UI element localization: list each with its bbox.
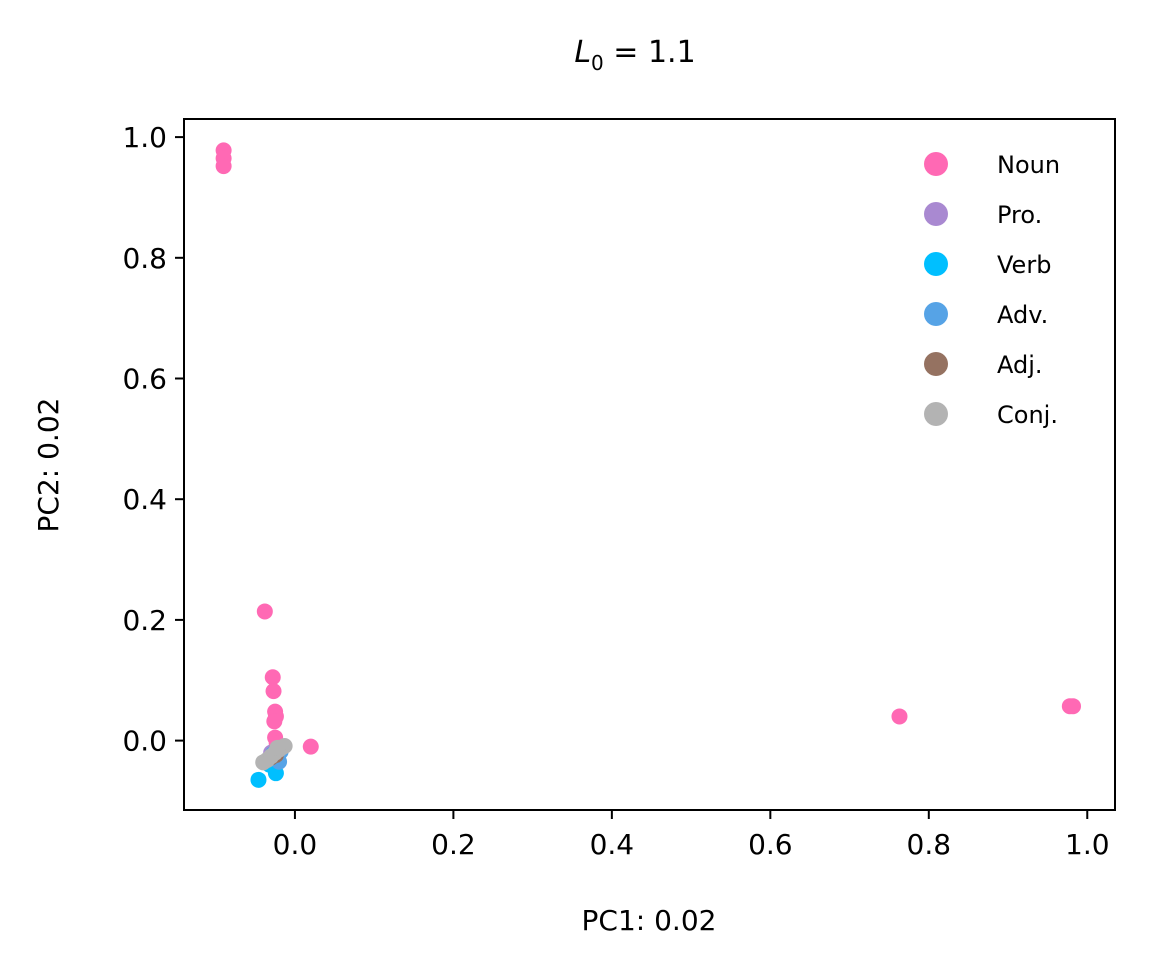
x-tick-label: 0.4 — [590, 828, 635, 861]
x-tick-label: 0.6 — [748, 828, 793, 861]
legend-marker-adj — [924, 352, 948, 376]
x-tick-label: 0.0 — [273, 828, 318, 861]
title-rest: = 1.1 — [604, 35, 696, 70]
y-tick-label: 0.4 — [122, 483, 167, 516]
y-tick-label: 0.6 — [122, 363, 167, 396]
legend-marker-verb — [924, 252, 948, 276]
svg-text:L0 = 1.1: L0 = 1.1 — [574, 35, 695, 75]
x-tick-label: 0.2 — [431, 828, 476, 861]
point-verb — [250, 771, 267, 788]
legend-label-conj: Conj. — [997, 401, 1058, 429]
title-var: L — [574, 35, 591, 70]
chart-title: L0 = 1.1 — [574, 35, 695, 75]
point-noun — [215, 158, 232, 175]
legend-label-adj: Adj. — [997, 351, 1043, 379]
legend-marker-noun — [924, 152, 948, 176]
legend-marker-pro — [924, 202, 948, 226]
legend-marker-adv — [924, 302, 948, 326]
x-axis: 0.0 0.2 0.4 0.6 0.8 1.0 — [273, 810, 1110, 861]
point-noun — [1065, 698, 1082, 715]
legend: Noun Pro. Verb Adv. Adj. Conj. — [924, 151, 1060, 429]
data-points — [215, 142, 1082, 788]
y-tick-label: 1.0 — [122, 121, 167, 154]
point-noun — [256, 603, 273, 620]
plot-frame — [183, 118, 1116, 811]
point-noun — [891, 708, 908, 725]
legend-label-noun: Noun — [997, 151, 1060, 179]
title-sub: 0 — [591, 51, 604, 75]
point-noun — [266, 713, 283, 730]
point-conj — [269, 739, 286, 756]
y-tick-label: 0.0 — [122, 725, 167, 758]
y-axis-label: PC2: 0.02 — [32, 398, 65, 533]
y-axis: 0.0 0.2 0.4 0.6 0.8 1.0 — [122, 121, 184, 758]
x-axis-label: PC1: 0.02 — [582, 904, 717, 937]
legend-label-pro: Pro. — [997, 201, 1042, 229]
legend-label-verb: Verb — [997, 251, 1051, 279]
point-noun — [264, 669, 281, 686]
point-noun — [265, 683, 282, 700]
x-tick-label: 0.8 — [907, 828, 952, 861]
y-tick-label: 0.8 — [122, 242, 167, 275]
x-tick-label: 1.0 — [1065, 828, 1110, 861]
legend-label-adv: Adv. — [997, 301, 1048, 329]
point-noun — [302, 738, 319, 755]
y-tick-label: 0.2 — [122, 604, 167, 637]
legend-marker-conj — [924, 402, 948, 426]
